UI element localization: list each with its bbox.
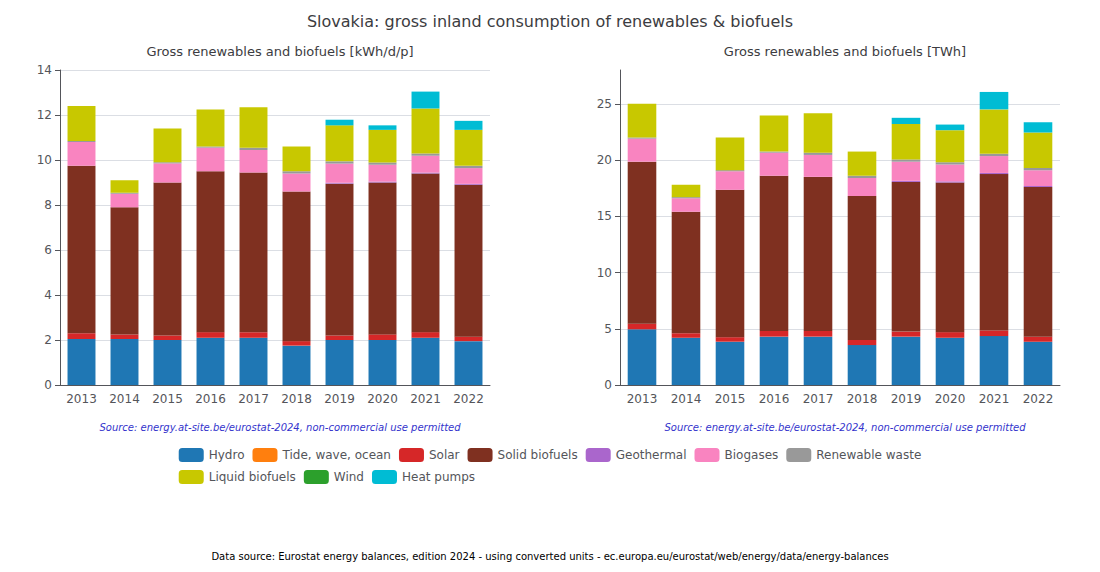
svg-text:Renewable waste: Renewable waste [816, 448, 921, 462]
svg-text:Geothermal: Geothermal [616, 448, 687, 462]
svg-text:2020: 2020 [367, 392, 398, 406]
svg-text:8: 8 [44, 198, 52, 212]
svg-text:Source: energy.at-site.be/euro: Source: energy.at-site.be/eurostat-2024,… [99, 422, 461, 433]
svg-text:2020: 2020 [935, 392, 966, 406]
svg-text:Tide, wave, ocean: Tide, wave, ocean [281, 448, 391, 462]
svg-text:6: 6 [44, 243, 52, 257]
svg-text:2016: 2016 [195, 392, 226, 406]
svg-text:Hydro: Hydro [209, 448, 245, 462]
svg-text:2015: 2015 [715, 392, 746, 406]
svg-text:4: 4 [44, 288, 52, 302]
svg-text:14: 14 [37, 63, 52, 77]
svg-text:2018: 2018 [281, 392, 312, 406]
svg-text:10: 10 [37, 153, 52, 167]
svg-text:10: 10 [597, 266, 612, 280]
svg-text:2019: 2019 [891, 392, 922, 406]
svg-text:2015: 2015 [152, 392, 183, 406]
svg-text:2019: 2019 [324, 392, 355, 406]
svg-text:0: 0 [44, 378, 52, 392]
svg-text:2014: 2014 [671, 392, 702, 406]
svg-text:Solar: Solar [429, 448, 460, 462]
svg-text:Biogases: Biogases [725, 448, 779, 462]
svg-text:Solid biofuels: Solid biofuels [498, 448, 578, 462]
svg-text:0: 0 [604, 378, 612, 392]
svg-text:20: 20 [597, 153, 612, 167]
svg-text:Wind: Wind [334, 470, 364, 484]
svg-text:2013: 2013 [66, 392, 97, 406]
svg-text:Gross renewables and biofuels: Gross renewables and biofuels [kWh/d/p] [146, 44, 413, 59]
svg-text:2018: 2018 [847, 392, 878, 406]
svg-text:2022: 2022 [1023, 392, 1054, 406]
svg-text:Source: energy.at-site.be/euro: Source: energy.at-site.be/eurostat-2024,… [664, 422, 1026, 433]
svg-text:25: 25 [597, 97, 612, 111]
svg-text:2021: 2021 [410, 392, 441, 406]
svg-text:Liquid biofuels: Liquid biofuels [209, 470, 296, 484]
svg-text:2017: 2017 [803, 392, 834, 406]
svg-text:2021: 2021 [979, 392, 1010, 406]
svg-text:2: 2 [44, 333, 52, 347]
svg-text:Data source: Eurostat energy b: Data source: Eurostat energy balances, e… [211, 551, 888, 562]
svg-text:2022: 2022 [453, 392, 484, 406]
svg-text:2013: 2013 [627, 392, 658, 406]
svg-text:2014: 2014 [109, 392, 140, 406]
svg-text:15: 15 [597, 209, 612, 223]
svg-text:5: 5 [604, 322, 612, 336]
svg-text:Slovakia: gross inland consump: Slovakia: gross inland consumption of re… [307, 12, 793, 31]
svg-text:2016: 2016 [759, 392, 790, 406]
svg-text:2017: 2017 [238, 392, 269, 406]
svg-text:Gross renewables and biofuels: Gross renewables and biofuels [TWh] [724, 44, 966, 59]
svg-text:Heat pumps: Heat pumps [402, 470, 475, 484]
svg-text:12: 12 [37, 108, 52, 122]
